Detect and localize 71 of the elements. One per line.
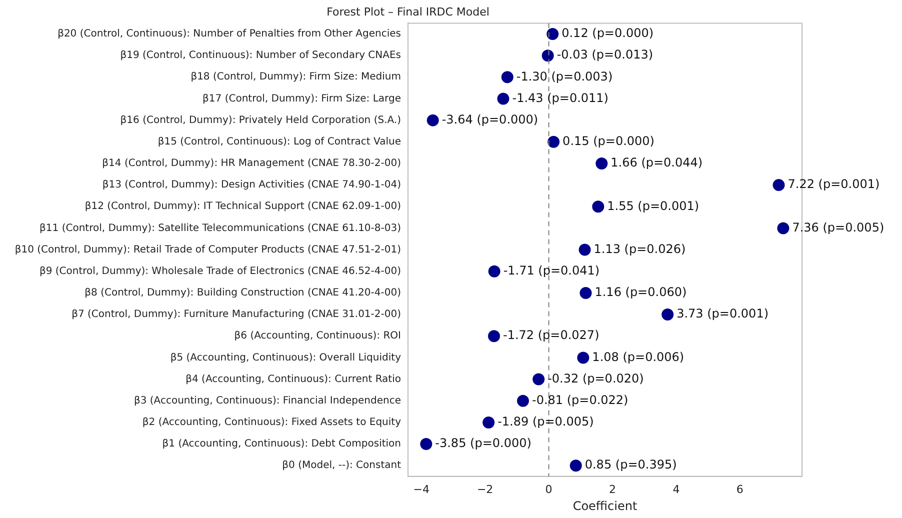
x-tick-label: −4 bbox=[413, 482, 430, 496]
data-label: 1.16 (p=0.060) bbox=[594, 285, 687, 300]
point bbox=[578, 244, 591, 256]
data-label: 0.15 (p=0.000) bbox=[562, 134, 654, 148]
point bbox=[488, 330, 500, 342]
x-tick-label: 0 bbox=[545, 482, 552, 496]
y-tick-label: β10 (Control, Dummy): Retail Trade of Computer Products (CNAE 47.51-2-01) bbox=[14, 244, 402, 256]
data-label: -1.71 (p=0.041) bbox=[503, 264, 600, 278]
y-tick-label: β2 (Accounting, Continuous): Fixed Assets to Equity bbox=[142, 417, 402, 428]
point bbox=[546, 28, 559, 40]
point bbox=[516, 394, 529, 407]
data-label: 1.13 (p=0.026) bbox=[594, 242, 686, 256]
y-tick-label: β1 (Accounting, Continuous): Debt Composition bbox=[162, 438, 401, 450]
x-tick-label: 6 bbox=[736, 482, 744, 496]
point bbox=[532, 373, 545, 386]
point bbox=[488, 265, 500, 278]
y-tick-label: β19 (Control, Continuous): Number of Secondary CNAEs bbox=[120, 50, 401, 62]
y-tick-label: β4 (Accounting, Continuous): Current Ratio bbox=[186, 374, 401, 385]
y-tick-label: β18 (Control, Dummy): Firm Size: Medium bbox=[190, 72, 401, 83]
data-label: -0.32 (p=0.020) bbox=[548, 371, 644, 386]
y-tick-label: β12 (Control, Dummy): IT Technical Support (CNAE 62.09-1-00) bbox=[84, 201, 402, 212]
point bbox=[426, 114, 439, 126]
y-tick-label: β6 (Accounting, Continuous): ROI bbox=[234, 330, 401, 342]
y-tick-label: β5 (Accounting, Continuous): Overall Liquidity bbox=[170, 352, 402, 364]
y-tick-label: β11 (Control, Dummy): Satellite Telecommunications (CNAE 61.10-8-03) bbox=[40, 222, 402, 234]
y-tick-label: β20 (Control, Continuous): Number of Penalties from Other Agencies bbox=[58, 28, 401, 40]
y-tick-label: β0 (Model, --): Constant bbox=[282, 460, 402, 472]
x-axis-title: Coefficient bbox=[572, 498, 638, 513]
data-label: 7.36 (p=0.005) bbox=[792, 220, 884, 234]
y-tick-label: β9 (Control, Dummy): Wholesale Trade of Electronics (CNAE 46.52-4-00) bbox=[39, 266, 402, 277]
data-label: -3.64 (p=0.000) bbox=[442, 112, 538, 126]
data-label: -1.72 (p=0.027) bbox=[503, 328, 600, 342]
point bbox=[596, 157, 608, 170]
point bbox=[662, 308, 674, 321]
data-label: 0.85 (p=0.395) bbox=[584, 458, 677, 472]
point bbox=[482, 416, 495, 428]
data-label: 1.66 (p=0.044) bbox=[610, 156, 703, 170]
x-tick-label: 2 bbox=[608, 482, 616, 496]
data-label: -1.43 (p=0.011) bbox=[512, 90, 608, 105]
point bbox=[570, 460, 582, 472]
point bbox=[542, 50, 554, 62]
data-label: 1.08 (p=0.006) bbox=[592, 350, 684, 364]
y-tick-label: β16 (Control, Dummy): Privately Held Corporation (S.A.) bbox=[120, 114, 402, 126]
data-label: 3.73 (p=0.001) bbox=[676, 306, 769, 321]
point bbox=[580, 286, 592, 299]
y-tick-label: β8 (Control, Dummy): Building Construction (CNAE 41.20-4-00) bbox=[84, 288, 402, 299]
data-label: 7.22 (p=0.001) bbox=[788, 177, 880, 192]
data-label: -1.89 (p=0.005) bbox=[498, 414, 594, 429]
point bbox=[420, 438, 432, 450]
data-label: 0.12 (p=0.000) bbox=[562, 26, 654, 40]
data-label: -3.85 (p=0.000) bbox=[435, 436, 532, 450]
data-label: -0.03 (p=0.013) bbox=[556, 48, 654, 62]
x-tick-label: 4 bbox=[672, 482, 680, 496]
point bbox=[577, 352, 590, 364]
point bbox=[777, 222, 790, 234]
y-tick-label: β3 (Accounting, Continuous): Financial Independence bbox=[134, 395, 401, 406]
data-label: -1.30 (p=0.003) bbox=[516, 69, 613, 84]
chart-title: Forest Plot – Final IRDC Model bbox=[326, 5, 490, 18]
point bbox=[501, 71, 514, 84]
point bbox=[497, 92, 510, 105]
point bbox=[772, 179, 785, 192]
point bbox=[548, 136, 560, 148]
data-label: 1.55 (p=0.001) bbox=[607, 198, 700, 213]
data-label: -0.81 (p=0.022) bbox=[532, 392, 628, 407]
y-tick-label: β7 (Control, Dummy): Furniture Manufacturing (CNAE 31.01-2-00) bbox=[72, 309, 402, 320]
x-tick-label: −2 bbox=[476, 482, 494, 496]
y-tick-label: β14 (Control, Dummy): HR Management (CNAE 78.30-2-00) bbox=[102, 158, 402, 170]
y-tick-label: β15 (Control, Continuous): Log of Contract Value bbox=[158, 136, 401, 148]
y-tick-label: β17 (Control, Dummy): Firm Size: Large bbox=[202, 93, 401, 104]
y-tick-label: β13 (Control, Dummy): Design Activities (CNAE 74.90-1-04) bbox=[102, 180, 402, 191]
point bbox=[592, 200, 604, 213]
